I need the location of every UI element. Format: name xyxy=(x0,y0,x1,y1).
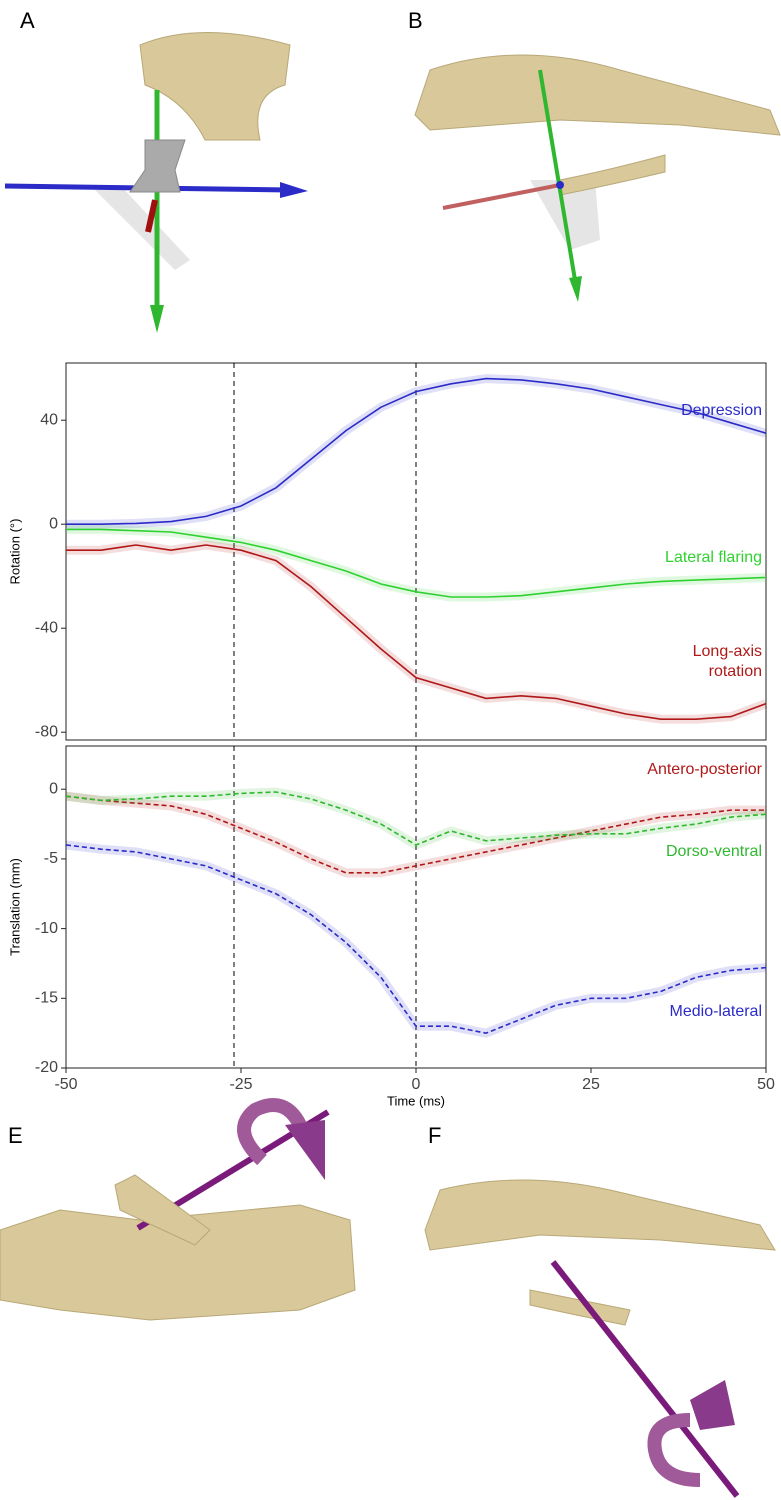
series-label: Depression xyxy=(681,402,762,420)
y-tick-label: -20 xyxy=(35,1059,58,1076)
y-tick-label: -80 xyxy=(35,723,58,740)
x-tick-label: 25 xyxy=(582,1076,600,1093)
series-label: Medio-lateral xyxy=(669,1002,762,1020)
panel-label: F xyxy=(428,1123,441,1148)
panel-label: B xyxy=(408,8,423,33)
series-line xyxy=(66,377,767,525)
y-tick-label: 0 xyxy=(49,515,58,532)
series-label: Lateral flaring xyxy=(665,548,762,566)
y-tick-label: -10 xyxy=(35,920,58,937)
y-tick-label: 0 xyxy=(49,780,58,797)
y-tick-label: -5 xyxy=(44,850,58,867)
series-line xyxy=(65,791,767,846)
y-tick-label: -15 xyxy=(35,990,58,1007)
y-axis-label: Translation (mm) xyxy=(7,858,22,956)
series-label: Dorso-ventral xyxy=(665,843,762,861)
panel-label: A xyxy=(20,8,35,33)
x-tick-label: 50 xyxy=(757,1076,775,1093)
series-line xyxy=(66,528,767,598)
y-tick-label: -40 xyxy=(35,619,58,636)
x-tick-label: 0 xyxy=(412,1076,421,1093)
y-tick-label: 40 xyxy=(40,411,58,428)
series-label: Antero-posterior xyxy=(647,761,762,779)
x-tick-label: -25 xyxy=(229,1076,252,1093)
illustration-f xyxy=(424,1179,776,1498)
illustration-b xyxy=(414,54,781,302)
series-line xyxy=(66,544,767,720)
y-axis-label: Rotation (°) xyxy=(7,519,22,585)
illustration-e xyxy=(0,1098,356,1321)
series-line xyxy=(65,795,766,874)
panel-label: E xyxy=(8,1123,23,1148)
x-axis-label: Time (ms) xyxy=(387,1093,445,1108)
series-label: Long-axis rotation xyxy=(692,642,762,680)
x-tick-label: -50 xyxy=(54,1076,77,1093)
illustration-a xyxy=(4,32,308,333)
series-line xyxy=(65,844,767,1034)
